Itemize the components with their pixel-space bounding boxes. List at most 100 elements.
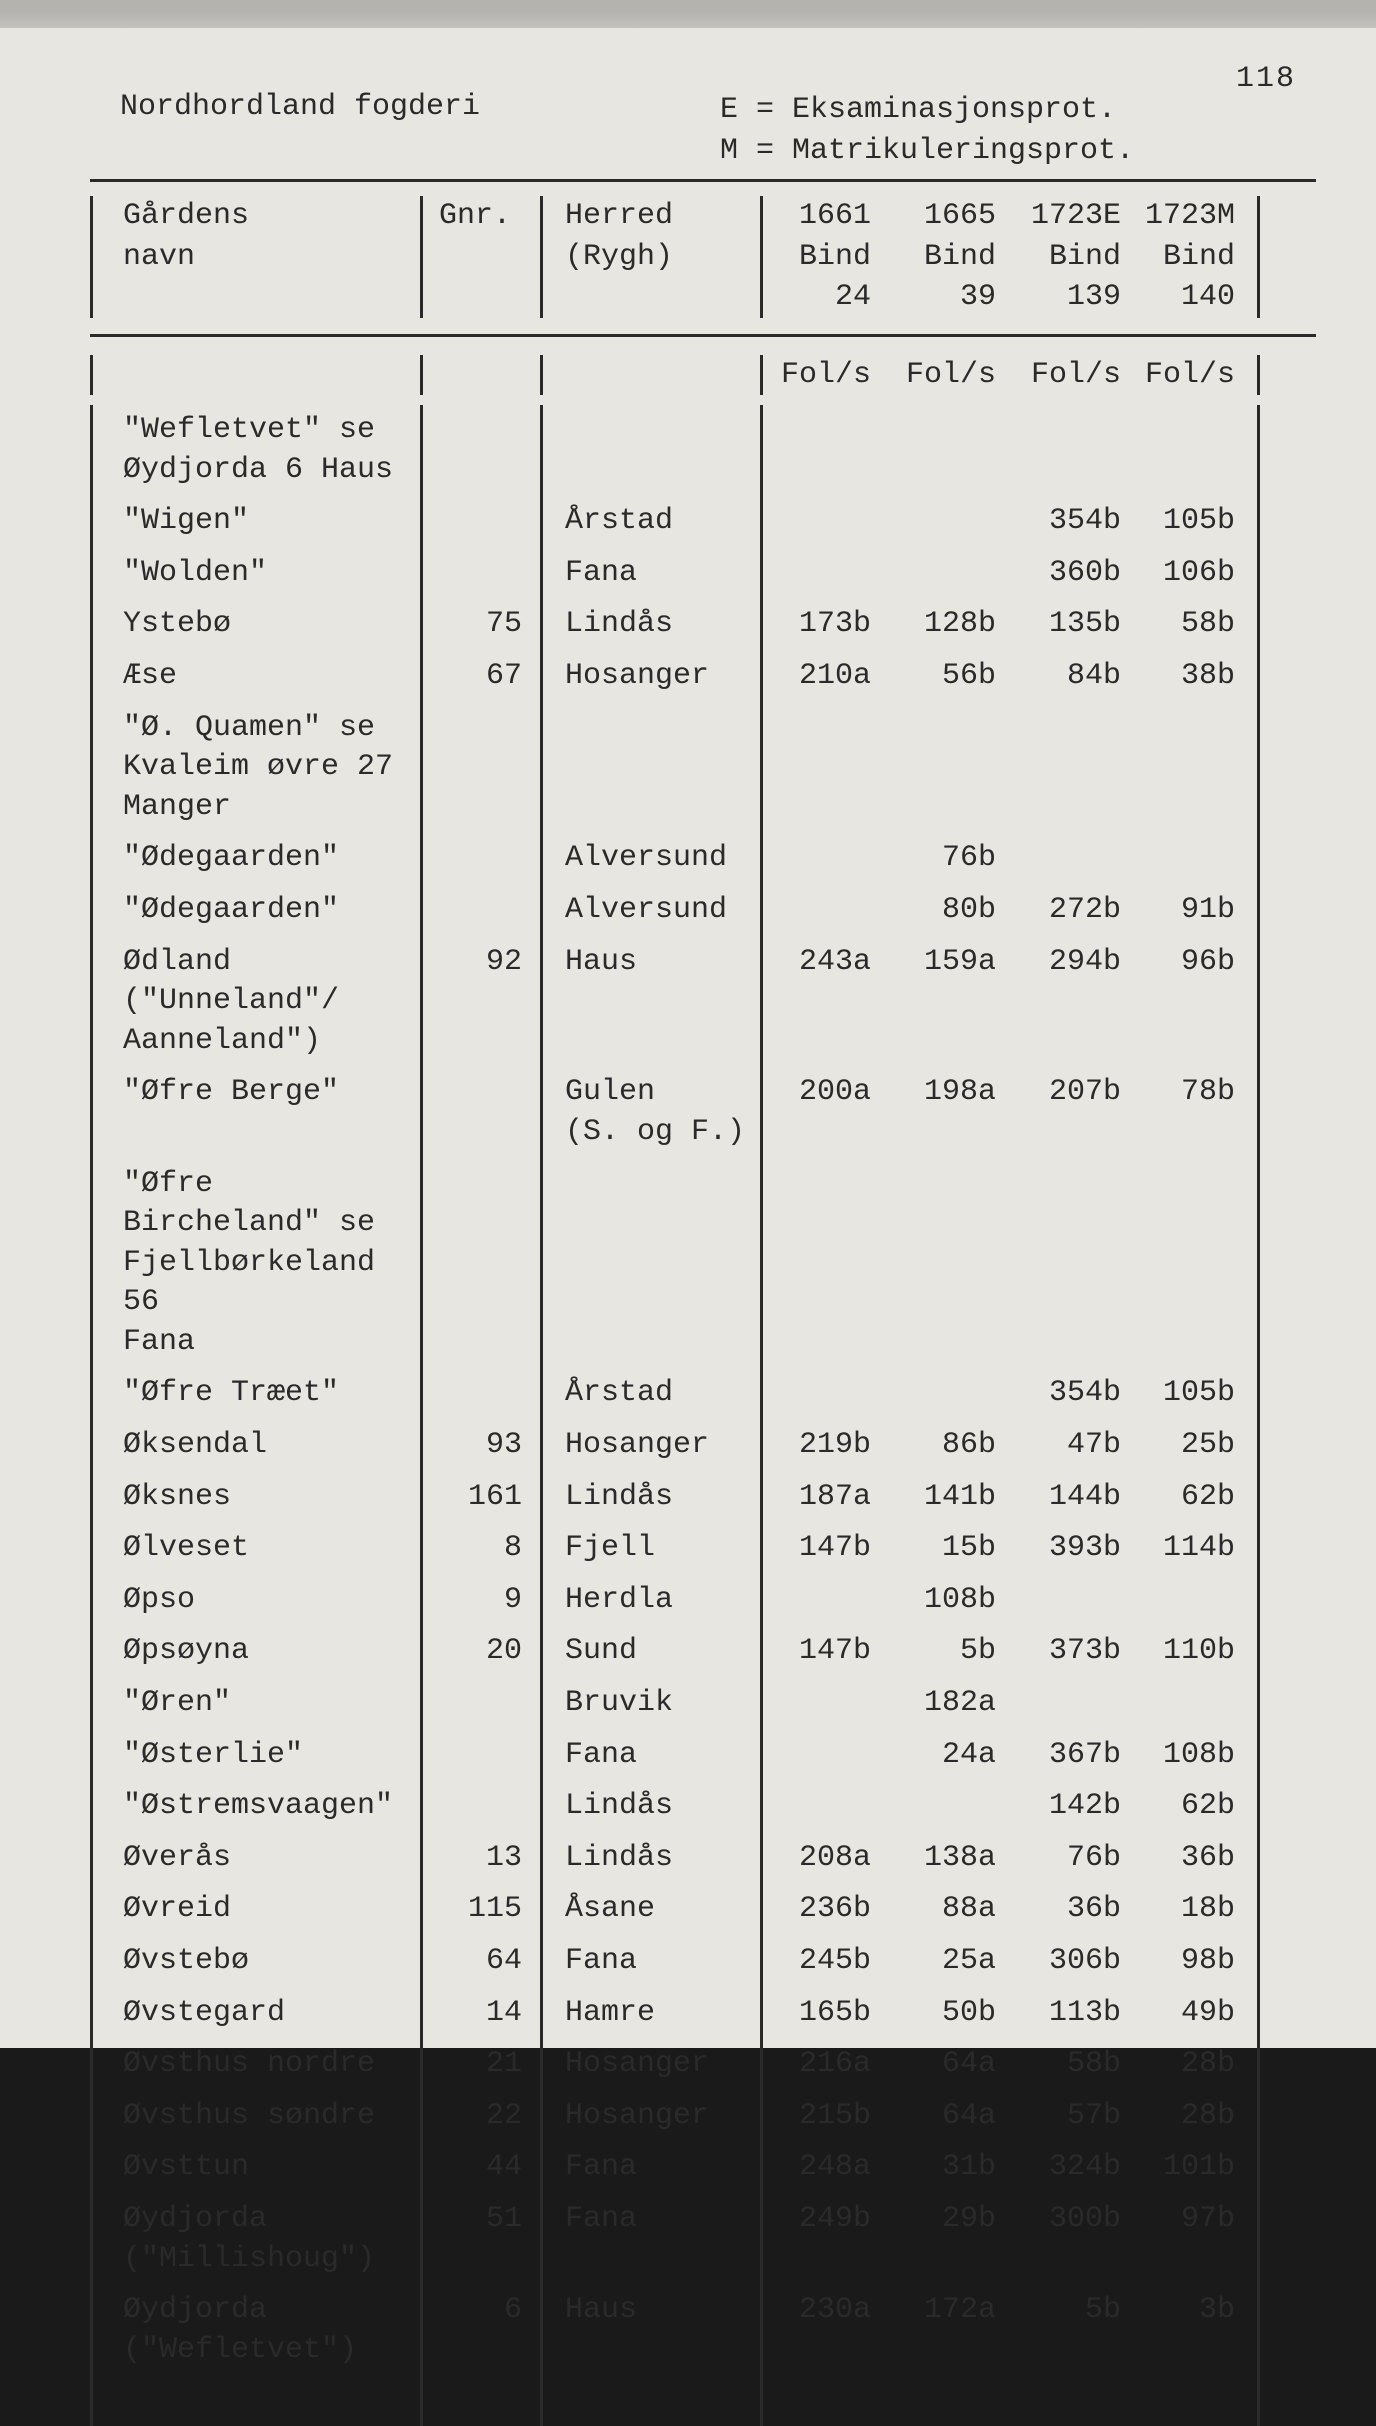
c2l2: Bind	[885, 237, 996, 278]
cell-herred: Lindås	[540, 1781, 760, 1833]
cell-1661: 208a	[760, 1833, 885, 1885]
cell-name-text: Øvstegard	[123, 1994, 420, 2034]
table-row: Øksendal93Hosanger219b86b47b25b	[90, 1420, 1316, 1472]
header-left: Nordhordland fogderi	[90, 90, 690, 171]
cell-1723e	[1010, 833, 1135, 885]
cell-name: Øksnes	[90, 1472, 420, 1524]
col-header-name: Gårdens navn	[90, 196, 420, 318]
cell-name-text: Ølveset	[123, 1529, 420, 1569]
cell-1661: 236b	[760, 1884, 885, 1936]
cell-1723e	[1010, 1575, 1135, 1627]
cell-name-text: Øpsøyna	[123, 1632, 420, 1672]
cell-name: "Øfre Bircheland" se Fjellbørkeland 56 F…	[90, 1159, 420, 1369]
cell-1723m	[1135, 405, 1260, 496]
cell-1665: 86b	[885, 1420, 1010, 1472]
cell-herred-text: Hamre	[565, 1994, 760, 2034]
cell-herred-text: Haus	[565, 943, 760, 983]
cell-1665: 198a	[885, 1067, 1010, 1158]
cell-name: "Østremsvaagen"	[90, 1781, 420, 1833]
cell-1661	[760, 885, 885, 937]
cell-herred: Alversund	[540, 833, 760, 885]
cell-name-text: "Wolden"	[123, 554, 420, 594]
c1l1: 1661	[763, 196, 871, 237]
cell-1665: 31b	[885, 2142, 1010, 2194]
cell-name-text: "Ødegaarden"	[123, 839, 420, 879]
cell-name-text: "Ø. Quamen" se Kvaleim øvre 27 Manger	[123, 709, 420, 828]
cell-name-text: Øksendal	[123, 1426, 420, 1466]
cell-herred-text: Hosanger	[565, 657, 760, 697]
table-row: Øpsøyna20Sund147b5b373b110b	[90, 1626, 1316, 1678]
cell-gnr	[420, 1159, 540, 1369]
cell-name: Ystebø	[90, 599, 420, 651]
sub-c1: Fol/s	[760, 355, 885, 396]
cell-1723m: 106b	[1135, 548, 1260, 600]
cell-1661: 187a	[760, 1472, 885, 1524]
cell-herred: Fjell	[540, 1523, 760, 1575]
cell-1723e: 142b	[1010, 1781, 1135, 1833]
col-header-gnr: Gnr.	[420, 196, 540, 318]
cell-herred-text: Fjell	[565, 1529, 760, 1569]
cell-1723m: 78b	[1135, 1067, 1260, 1158]
cell-1661: 249b	[760, 2194, 885, 2285]
cell-1723e: 144b	[1010, 1472, 1135, 1524]
cell-1665	[885, 405, 1010, 496]
cell-1665: 15b	[885, 1523, 1010, 1575]
cell-gnr	[420, 1067, 540, 1158]
cell-1661	[760, 833, 885, 885]
cell-1661: 230a	[760, 2285, 885, 2376]
table-row: "Wefletvet" se Øydjorda 6 Haus	[90, 405, 1316, 496]
cell-1723e	[1010, 703, 1135, 834]
cell-1665: 80b	[885, 885, 1010, 937]
cell-herred: Fana	[540, 1936, 760, 1988]
table-row: Øpso9Herdla108b	[90, 1575, 1316, 1627]
cell-name: Ødland ("Unneland"/ Aanneland")	[90, 937, 420, 1068]
page-number: 118	[1236, 62, 1296, 96]
cell-name-text: Øvsttun	[123, 2148, 420, 2188]
cell-name: Øydjorda ("Wefletvet")	[90, 2285, 420, 2376]
cell-herred-text: Haus	[565, 2291, 760, 2331]
cell-1665: 5b	[885, 1626, 1010, 1678]
cell-1723m: 28b	[1135, 2091, 1260, 2143]
cell-1723e: 393b	[1010, 1523, 1135, 1575]
cell-name-text: Æse	[123, 657, 420, 697]
cell-herred-text: Fana	[565, 1942, 760, 1982]
scan-edge-shadow	[0, 0, 1376, 28]
table-row: Øvreid115Åsane236b88a36b18b	[90, 1884, 1316, 1936]
cell-name-text: "Wigen"	[123, 502, 420, 542]
cell-name: "Øfre Berge"	[90, 1067, 420, 1158]
cell-gnr	[420, 405, 540, 496]
cell-herred: Åsane	[540, 1884, 760, 1936]
table-tail	[90, 2376, 1316, 2426]
sub-c2: Fol/s	[885, 355, 1010, 396]
tail	[1010, 2376, 1135, 2426]
cell-herred: Årstad	[540, 1368, 760, 1420]
cell-herred-text: Herdla	[565, 1581, 760, 1621]
c4l1: 1723M	[1135, 196, 1235, 237]
cell-gnr	[420, 703, 540, 834]
cell-1661	[760, 1678, 885, 1730]
cell-1665	[885, 548, 1010, 600]
tail	[90, 2376, 420, 2426]
cell-1661: 200a	[760, 1067, 885, 1158]
cell-name-text: "Wefletvet" se Øydjorda 6 Haus	[123, 411, 420, 490]
cell-1665: 64a	[885, 2091, 1010, 2143]
table-row: "Øren"Bruvik182a	[90, 1678, 1316, 1730]
cell-1723m: 101b	[1135, 2142, 1260, 2194]
cell-1661	[760, 548, 885, 600]
cell-name: "Wefletvet" se Øydjorda 6 Haus	[90, 405, 420, 496]
cell-gnr: 6	[420, 2285, 540, 2376]
table-header: Gårdens navn Gnr. Herred (Rygh) 1661 Bin…	[90, 182, 1316, 337]
header-row: Nordhordland fogderi E = Eksaminasjonspr…	[90, 90, 1316, 171]
document-page: 118 Nordhordland fogderi E = Eksaminasjo…	[0, 0, 1376, 2048]
cell-1723m: 114b	[1135, 1523, 1260, 1575]
cell-name: Øydjorda ("Millishoug")	[90, 2194, 420, 2285]
c2l3: 39	[885, 277, 996, 318]
table-subheader: Fol/s Fol/s Fol/s Fol/s	[90, 337, 1316, 406]
cell-1723e: 36b	[1010, 1884, 1135, 1936]
cell-1665: 128b	[885, 599, 1010, 651]
cell-1661: 215b	[760, 2091, 885, 2143]
table-row: "Wigen"Årstad354b105b	[90, 496, 1316, 548]
cell-1723e: 76b	[1010, 1833, 1135, 1885]
cell-1723e: 84b	[1010, 651, 1135, 703]
cell-1723m	[1135, 1159, 1260, 1369]
